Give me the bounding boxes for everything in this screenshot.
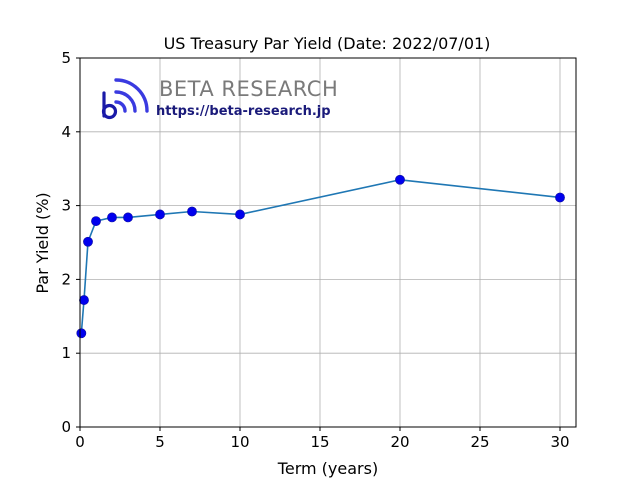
data-point: [123, 212, 133, 223]
y-tick-label: 3: [61, 197, 71, 215]
x-tick-label: 20: [390, 433, 409, 451]
data-point: [83, 236, 93, 247]
chart-title: US Treasury Par Yield (Date: 2022/07/01): [164, 34, 491, 53]
x-tick-label: 30: [550, 433, 569, 451]
y-tick-label: 4: [61, 123, 71, 141]
x-tick-label: 0: [75, 433, 85, 451]
plot-layer: [76, 174, 565, 339]
data-point: [155, 209, 165, 220]
x-axis-label: Term (years): [277, 459, 378, 478]
y-axis-label: Par Yield (%): [33, 192, 52, 293]
watermark: BETA RESEARCH https://beta-research.jp: [101, 77, 338, 120]
x-tick-label: 10: [230, 433, 249, 451]
y-tick-label: 5: [61, 49, 71, 67]
data-point: [91, 216, 101, 226]
axis-ticks: 0 5 10 15 20 25 30 0 1 2 3 4 5: [61, 49, 569, 451]
x-tick-label: 25: [470, 433, 489, 451]
plot-frame: [79, 57, 577, 428]
data-point: [79, 295, 89, 305]
data-point: [235, 209, 245, 220]
y-tick-label: 2: [61, 270, 71, 288]
data-point: [555, 192, 565, 203]
data-point: [76, 328, 87, 339]
data-point: [187, 206, 197, 217]
data-point: [107, 212, 117, 223]
y-tick-label: 1: [61, 344, 71, 362]
watermark-url: https://beta-research.jp: [156, 104, 331, 119]
beta-research-logo-icon: [101, 78, 149, 120]
x-tick-label: 5: [155, 433, 165, 451]
watermark-brand-name: BETA RESEARCH: [159, 77, 338, 101]
y-tick-label: 0: [61, 418, 71, 436]
data-point: [395, 174, 405, 185]
x-tick-label: 15: [310, 433, 329, 451]
